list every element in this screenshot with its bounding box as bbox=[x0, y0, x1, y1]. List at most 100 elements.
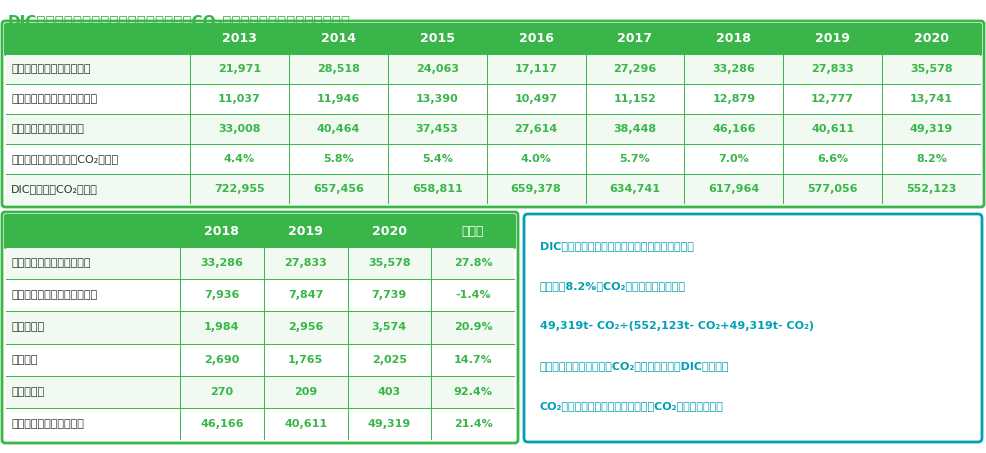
Text: 40,611: 40,611 bbox=[284, 419, 327, 429]
FancyBboxPatch shape bbox=[6, 280, 514, 311]
FancyBboxPatch shape bbox=[6, 376, 514, 408]
Text: 2018: 2018 bbox=[717, 33, 751, 45]
Text: 2014: 2014 bbox=[320, 33, 356, 45]
Text: 33,008: 33,008 bbox=[218, 124, 260, 134]
FancyBboxPatch shape bbox=[6, 343, 514, 376]
Text: 10,497: 10,497 bbox=[515, 94, 558, 104]
Text: 617,964: 617,964 bbox=[708, 184, 759, 194]
Text: 2,025: 2,025 bbox=[372, 355, 407, 365]
Text: 風力発電: 風力発電 bbox=[11, 355, 37, 365]
FancyBboxPatch shape bbox=[2, 21, 984, 207]
Text: 再生エネルギー（合計）: 再生エネルギー（合計） bbox=[11, 124, 84, 134]
Text: 49,319t- CO₂÷(552,123t- CO₂+49,319t- CO₂): 49,319t- CO₂÷(552,123t- CO₂+49,319t- CO₂… bbox=[540, 321, 814, 331]
Text: 722,955: 722,955 bbox=[214, 184, 265, 194]
Text: 38,448: 38,448 bbox=[613, 124, 657, 134]
Text: 33,286: 33,286 bbox=[712, 64, 755, 74]
Text: 657,456: 657,456 bbox=[313, 184, 364, 194]
Text: 27,833: 27,833 bbox=[811, 64, 854, 74]
Text: 11,152: 11,152 bbox=[613, 94, 657, 104]
Text: 7.0%: 7.0% bbox=[719, 154, 749, 164]
Text: 8.2%: 8.2% bbox=[916, 154, 947, 164]
Text: DICグループはグローバルで再生可能エネルギー: DICグループはグローバルで再生可能エネルギー bbox=[540, 241, 694, 251]
Text: 4.0%: 4.0% bbox=[521, 154, 551, 164]
Text: 7,847: 7,847 bbox=[288, 290, 323, 300]
Text: 27,833: 27,833 bbox=[284, 258, 327, 268]
Text: 92.4%: 92.4% bbox=[454, 387, 493, 397]
Text: バイオマス燃料（熱利用）: バイオマス燃料（熱利用） bbox=[11, 258, 91, 268]
Text: 12,777: 12,777 bbox=[811, 94, 854, 104]
Text: 再生エネルギーによるCO₂削減率: 再生エネルギーによるCO₂削減率 bbox=[11, 154, 118, 164]
Text: 27.8%: 27.8% bbox=[454, 258, 492, 268]
Text: 17,117: 17,117 bbox=[515, 64, 557, 74]
Text: 2013: 2013 bbox=[222, 33, 257, 45]
Text: 40,611: 40,611 bbox=[811, 124, 854, 134]
FancyBboxPatch shape bbox=[4, 23, 982, 56]
Text: 1,765: 1,765 bbox=[288, 355, 323, 365]
Text: 37,453: 37,453 bbox=[416, 124, 458, 134]
Text: 再生エネルギー（合計）: 再生エネルギー（合計） bbox=[11, 419, 84, 429]
Text: 5.4%: 5.4% bbox=[422, 154, 453, 164]
Text: 13,741: 13,741 bbox=[910, 94, 953, 104]
Text: 28,518: 28,518 bbox=[317, 64, 360, 74]
Text: 27,296: 27,296 bbox=[613, 64, 657, 74]
Text: 21,971: 21,971 bbox=[218, 64, 261, 74]
Text: 再生エネルギー（電気利用）: 再生エネルギー（電気利用） bbox=[11, 94, 98, 104]
Text: 49,319: 49,319 bbox=[910, 124, 953, 134]
Text: 20.9%: 20.9% bbox=[454, 323, 492, 333]
Text: 6.6%: 6.6% bbox=[817, 154, 848, 164]
Text: 7,739: 7,739 bbox=[372, 290, 407, 300]
Text: DICグループの再生可能エネルギーによるCO₂排出量削減推移（グローバル）: DICグループの再生可能エネルギーによるCO₂排出量削減推移（グローバル） bbox=[8, 14, 351, 29]
Text: 太陽光発電: 太陽光発電 bbox=[11, 323, 44, 333]
Text: 209: 209 bbox=[294, 387, 317, 397]
FancyBboxPatch shape bbox=[6, 408, 514, 440]
Text: 49,319: 49,319 bbox=[368, 419, 411, 429]
Text: 2019: 2019 bbox=[815, 33, 850, 45]
Text: （再生エネルギーによるCO₂削減量合計／（DICグループ: （再生エネルギーによるCO₂削減量合計／（DICグループ bbox=[540, 361, 730, 371]
FancyBboxPatch shape bbox=[6, 144, 980, 174]
Text: 5.8%: 5.8% bbox=[323, 154, 354, 164]
Text: 27,614: 27,614 bbox=[515, 124, 558, 134]
FancyBboxPatch shape bbox=[524, 214, 982, 442]
Text: 270: 270 bbox=[210, 387, 234, 397]
Text: 4.4%: 4.4% bbox=[224, 154, 255, 164]
Text: 35,578: 35,578 bbox=[910, 64, 952, 74]
Text: 2018: 2018 bbox=[204, 225, 240, 237]
Text: 658,811: 658,811 bbox=[412, 184, 462, 194]
Text: 24,063: 24,063 bbox=[416, 64, 458, 74]
Text: により、8.2%のCO₂を削減しています。: により、8.2%のCO₂を削減しています。 bbox=[540, 281, 686, 291]
Text: 2019: 2019 bbox=[288, 225, 323, 237]
Text: DICグループCO₂排出量: DICグループCO₂排出量 bbox=[11, 184, 98, 194]
Text: 2020: 2020 bbox=[914, 33, 950, 45]
Text: 5.7%: 5.7% bbox=[619, 154, 651, 164]
Text: 2,690: 2,690 bbox=[204, 355, 240, 365]
Text: 21.4%: 21.4% bbox=[454, 419, 492, 429]
Text: 14.7%: 14.7% bbox=[454, 355, 492, 365]
Text: 7,936: 7,936 bbox=[204, 290, 240, 300]
Text: 46,166: 46,166 bbox=[200, 419, 244, 429]
Text: 11,946: 11,946 bbox=[317, 94, 360, 104]
FancyBboxPatch shape bbox=[2, 212, 518, 443]
FancyBboxPatch shape bbox=[6, 114, 980, 144]
Text: 2020: 2020 bbox=[372, 225, 407, 237]
FancyBboxPatch shape bbox=[6, 311, 514, 343]
Text: 403: 403 bbox=[378, 387, 401, 397]
Text: 659,378: 659,378 bbox=[511, 184, 561, 194]
Text: 増減率: 増減率 bbox=[461, 225, 484, 237]
Text: 1,984: 1,984 bbox=[204, 323, 240, 333]
FancyBboxPatch shape bbox=[6, 54, 980, 84]
Text: 2015: 2015 bbox=[420, 33, 455, 45]
Text: 13,390: 13,390 bbox=[416, 94, 458, 104]
Text: 12,879: 12,879 bbox=[712, 94, 755, 104]
Text: 再生エネルギー（熱利用）: 再生エネルギー（熱利用） bbox=[11, 64, 91, 74]
Text: -1.4%: -1.4% bbox=[456, 290, 491, 300]
FancyBboxPatch shape bbox=[4, 214, 516, 249]
Text: 35,578: 35,578 bbox=[368, 258, 411, 268]
Text: CO₂排出量＋再生エネルギーによるCO₂削減量合計））: CO₂排出量＋再生エネルギーによるCO₂削減量合計）） bbox=[540, 401, 724, 411]
Text: 46,166: 46,166 bbox=[712, 124, 755, 134]
FancyBboxPatch shape bbox=[6, 174, 980, 204]
Text: バイオマス燃料（電気利用）: バイオマス燃料（電気利用） bbox=[11, 290, 98, 300]
Text: 2017: 2017 bbox=[617, 33, 653, 45]
Text: 577,056: 577,056 bbox=[808, 184, 858, 194]
Text: 40,464: 40,464 bbox=[317, 124, 360, 134]
Text: 33,286: 33,286 bbox=[200, 258, 244, 268]
